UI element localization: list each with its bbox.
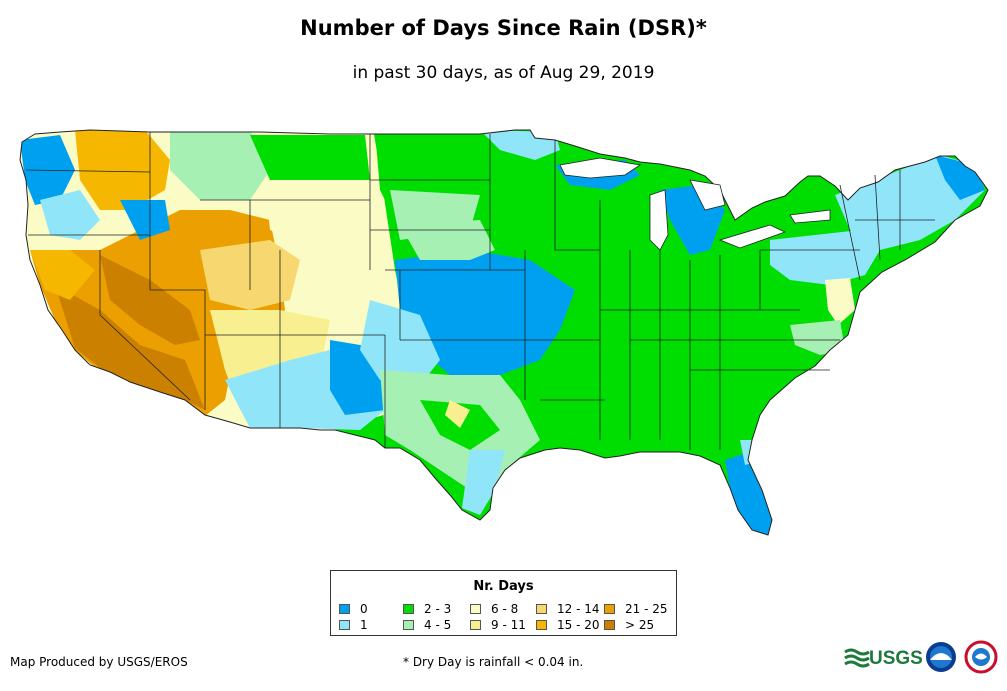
svg-text:USGS: USGS (869, 648, 923, 669)
legend-swatch (604, 620, 615, 630)
map-subtitle: in past 30 days, as of Aug 29, 2019 (352, 63, 655, 83)
legend-label: 2 - 3 (424, 602, 452, 616)
legend-label: 4 - 5 (424, 618, 452, 632)
us-dsr-map (19, 129, 989, 536)
legend-swatch (403, 604, 414, 614)
legend-label: 21 - 25 (625, 602, 668, 616)
legend-item-9: > 25 (604, 618, 654, 632)
legend-label: 15 - 20 (557, 618, 600, 632)
legend-item-0: 0 (339, 602, 368, 616)
legend-swatch (470, 620, 481, 630)
state-borders (25, 132, 935, 450)
legend-item-8: 21 - 25 (604, 602, 668, 616)
nws-logo (964, 640, 998, 674)
legend-label: > 25 (625, 618, 655, 632)
legend-item-1: 1 (339, 618, 368, 632)
legend: Nr. Days 0 1 2 - 3 4 - 5 6 - 8 9 - 11 12… (330, 570, 677, 636)
legend-swatch (403, 620, 414, 630)
dry-day-note: * Dry Day is rainfall < 0.04 in. (403, 655, 584, 669)
legend-swatch (536, 604, 547, 614)
legend-item-6: 12 - 14 (536, 602, 600, 616)
legend-label: 9 - 11 (491, 618, 526, 632)
legend-swatch (339, 604, 350, 614)
agency-logos: USGS (844, 640, 998, 674)
great-lakes (559, 157, 831, 251)
legend-swatch (604, 604, 615, 614)
map-title: Number of Days Since Rain (DSR)* (300, 16, 707, 40)
legend-swatch (339, 620, 350, 630)
legend-swatch (536, 620, 547, 630)
legend-item-5: 9 - 11 (470, 618, 526, 632)
legend-item-7: 15 - 20 (536, 618, 600, 632)
legend-label: 6 - 8 (491, 602, 519, 616)
legend-label: 12 - 14 (557, 602, 600, 616)
legend-title: Nr. Days (473, 579, 534, 594)
legend-label: 1 (360, 618, 368, 632)
usgs-logo: USGS (844, 648, 923, 669)
map-credit: Map Produced by USGS/EROS (10, 655, 188, 669)
legend-item-4: 6 - 8 (470, 602, 518, 616)
legend-item-2: 2 - 3 (403, 602, 451, 616)
noaa-logo (926, 642, 956, 672)
legend-item-3: 4 - 5 (403, 618, 451, 632)
legend-label: 0 (360, 602, 368, 616)
legend-swatch (470, 604, 481, 614)
